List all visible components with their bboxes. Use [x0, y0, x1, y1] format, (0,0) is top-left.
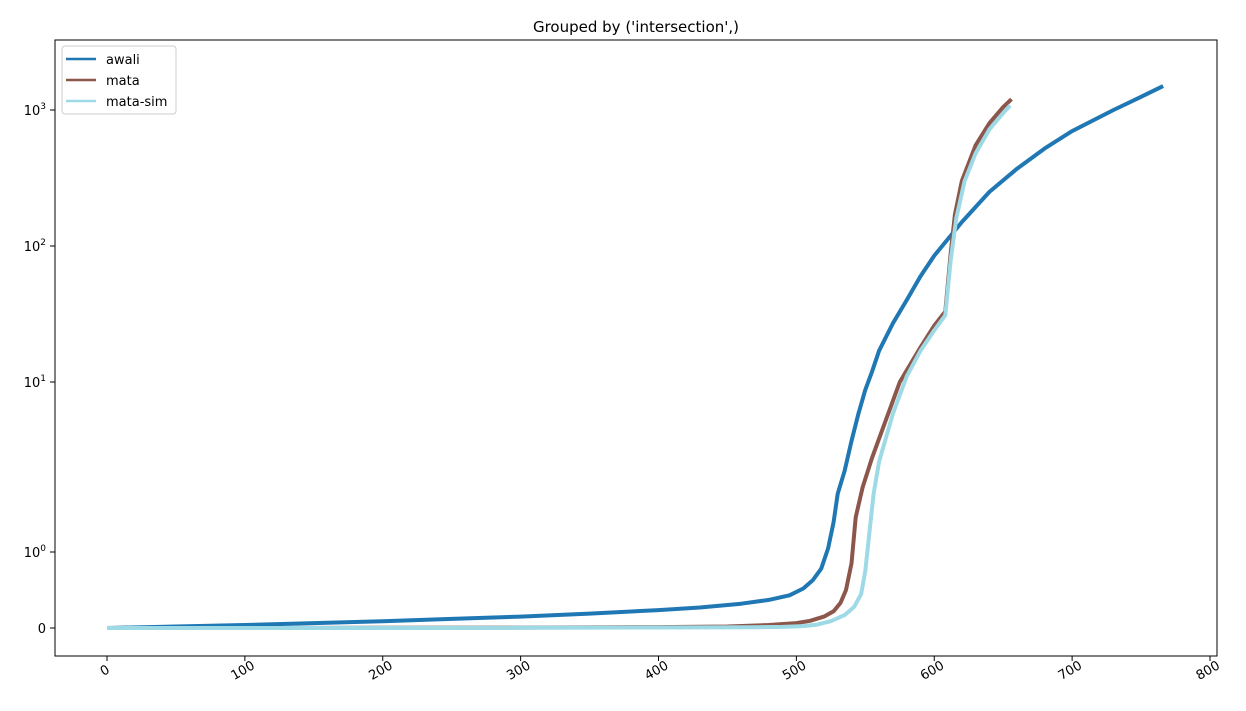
x-tick-label: 600 — [918, 658, 947, 683]
legend-label-awali: awali — [106, 53, 140, 68]
legend-label-mata-sim: mata-sim — [106, 95, 167, 110]
chart-title: Grouped by ('intersection',) — [533, 18, 739, 36]
x-tick-label: 0 — [98, 662, 113, 679]
legend-label-mata: mata — [106, 74, 140, 89]
x-tick-label: 100 — [229, 658, 258, 683]
legend: awali mata mata-sim — [61, 45, 177, 115]
y-tick-label: 101 — [24, 374, 46, 391]
legend-box — [61, 45, 177, 115]
plot-series — [106, 84, 1164, 630]
x-tick-label: 300 — [504, 658, 533, 683]
series-line-awali — [106, 84, 1164, 630]
y-tick-label: 100 — [24, 544, 47, 561]
series-line-mata-sim — [107, 104, 1012, 630]
plot-area-frame — [54, 39, 1218, 657]
x-tick-label: 400 — [642, 658, 671, 683]
y-tick-label: 103 — [24, 102, 46, 119]
y-tick-label: 102 — [24, 238, 46, 255]
x-tick-label: 700 — [1056, 658, 1085, 683]
y-axis: 0 100 101 102 103 — [24, 102, 55, 637]
y-tick-label: 0 — [38, 622, 46, 637]
x-tick-label: 500 — [780, 658, 809, 683]
x-tick-label: 200 — [366, 658, 395, 683]
x-tick-label: 800 — [1194, 658, 1223, 683]
x-axis: 0 100 200 300 400 500 600 700 800 — [98, 656, 1223, 684]
